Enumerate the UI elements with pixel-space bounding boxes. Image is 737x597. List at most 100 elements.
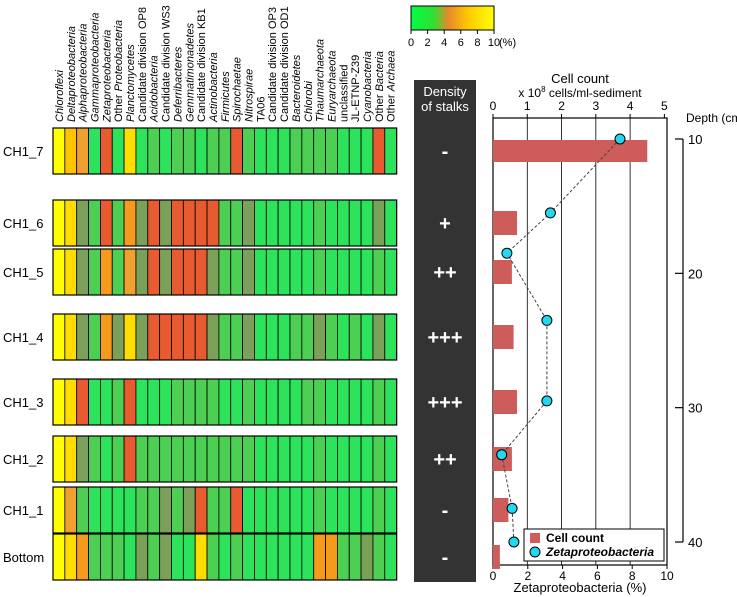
row-label: CH1_7 (3, 144, 43, 159)
heatmap-cell (242, 127, 255, 175)
colorbar-tick-label: 6 (458, 37, 464, 49)
legend-swatch-cell-count (530, 533, 540, 543)
heatmap-cell (360, 486, 374, 534)
top-tick-label: 2 (558, 99, 565, 113)
heatmap-cell (325, 378, 338, 426)
colorbar-tick-label: 10 (488, 37, 500, 49)
column-label: Bacteroidetes (291, 54, 303, 122)
heatmap-cell (254, 435, 267, 483)
top-tick-label: 3 (592, 99, 599, 113)
heatmap-cell (301, 248, 315, 296)
column-label: Other Bacteria (374, 51, 386, 122)
density-symbol: ++ (433, 262, 456, 284)
heatmap-cell (135, 533, 149, 581)
heatmap-cell (348, 248, 362, 296)
heatmap-cell (277, 127, 291, 175)
heatmap-cell (171, 533, 184, 581)
heatmap-cell (254, 199, 267, 247)
heatmap-cell (100, 313, 113, 361)
depth-tick-label: 20 (688, 266, 702, 281)
heatmap-cell (88, 127, 101, 175)
heatmap-cell (336, 533, 350, 581)
column-label: Planctomycetes (125, 44, 137, 122)
zeta-point (506, 502, 518, 514)
heatmap-cell (147, 127, 161, 175)
heatmap-cell (64, 435, 78, 483)
heatmap-cell (52, 486, 66, 534)
column-label: Other Archaea (386, 50, 398, 122)
heatmap-cell (372, 486, 386, 534)
heatmap-cell (265, 248, 279, 296)
row-label: CH1_5 (3, 265, 43, 280)
heatmap-cell (76, 248, 89, 296)
heatmap-cell (384, 127, 398, 175)
heatmap-cell (336, 435, 350, 483)
heatmap-cell (336, 199, 350, 247)
heatmap-cell (230, 378, 244, 426)
heatmap-cell (182, 486, 196, 534)
heatmap-cell (372, 248, 386, 296)
heatmap-cell (76, 486, 89, 534)
column-label: Alphaproteobacteria (78, 24, 90, 123)
heatmap-cell (111, 435, 125, 483)
heatmap-cell (52, 199, 66, 247)
bottom-tick-label: 0 (490, 569, 497, 583)
colorbar-gradient (410, 5, 495, 31)
depth-axis-title: Depth (cm) (686, 111, 737, 125)
heatmap-cell (254, 127, 267, 175)
heatmap-cell (159, 313, 172, 361)
heatmap-cell (277, 313, 291, 361)
cell-count-bar (493, 498, 509, 522)
heatmap-cell (230, 199, 244, 247)
row-label: CH1_1 (3, 503, 43, 518)
heatmap-cell (52, 313, 66, 361)
row-label: Bottom (3, 550, 44, 565)
heatmap-cell (325, 486, 338, 534)
heatmap-cell (159, 378, 172, 426)
heatmap-cell (301, 435, 315, 483)
heatmap-cell (88, 533, 101, 581)
depth-tick-label: 10 (688, 132, 702, 147)
zeta-point (501, 247, 513, 259)
heatmap-cell (64, 533, 78, 581)
heatmap-row (52, 378, 398, 426)
heatmap-cell (289, 248, 303, 296)
heatmap-cell (123, 533, 137, 581)
heatmap-row-border (52, 127, 398, 175)
heatmap-cell (384, 533, 398, 581)
heatmap-row-border (52, 248, 398, 296)
zeta-point (544, 207, 556, 219)
heatmap-cell (159, 435, 172, 483)
heatmap-cell (100, 199, 113, 247)
heatmap-cell (289, 486, 303, 534)
heatmap-cell (64, 486, 78, 534)
bottom-tick-label: 10 (660, 569, 674, 583)
heatmap-cell (277, 199, 291, 247)
heatmap-cell (313, 127, 326, 175)
colorbar-tick-label: 4 (441, 37, 447, 49)
heatmap-cell (325, 127, 338, 175)
colorbar-unit: (%) (499, 37, 516, 49)
bottom-axis-title: Zetaproteobacteria (%) (514, 580, 647, 595)
heatmap-cell (218, 378, 232, 426)
heatmap-cell (52, 533, 66, 581)
heatmap-cell (88, 378, 101, 426)
row-label: CH1_3 (3, 395, 43, 410)
heatmap-cell (325, 533, 338, 581)
heatmap-cell (301, 199, 315, 247)
column-label: Candidate division OP8 (137, 7, 149, 122)
heatmap-cell (52, 248, 66, 296)
heatmap-cell (111, 533, 125, 581)
heatmap-cell (76, 313, 89, 361)
heatmap-cell (182, 248, 196, 296)
cell-count-bar (493, 211, 517, 235)
heatmap-cell (313, 486, 326, 534)
heatmap-row (52, 486, 398, 534)
heatmap-cell (194, 127, 208, 175)
heatmap-cell (265, 486, 279, 534)
heatmap-cell (123, 199, 137, 247)
heatmap-cell (100, 127, 113, 175)
legend-label-zeta: Zetaproteobacteria (545, 545, 654, 559)
heatmap-cell (111, 248, 125, 296)
